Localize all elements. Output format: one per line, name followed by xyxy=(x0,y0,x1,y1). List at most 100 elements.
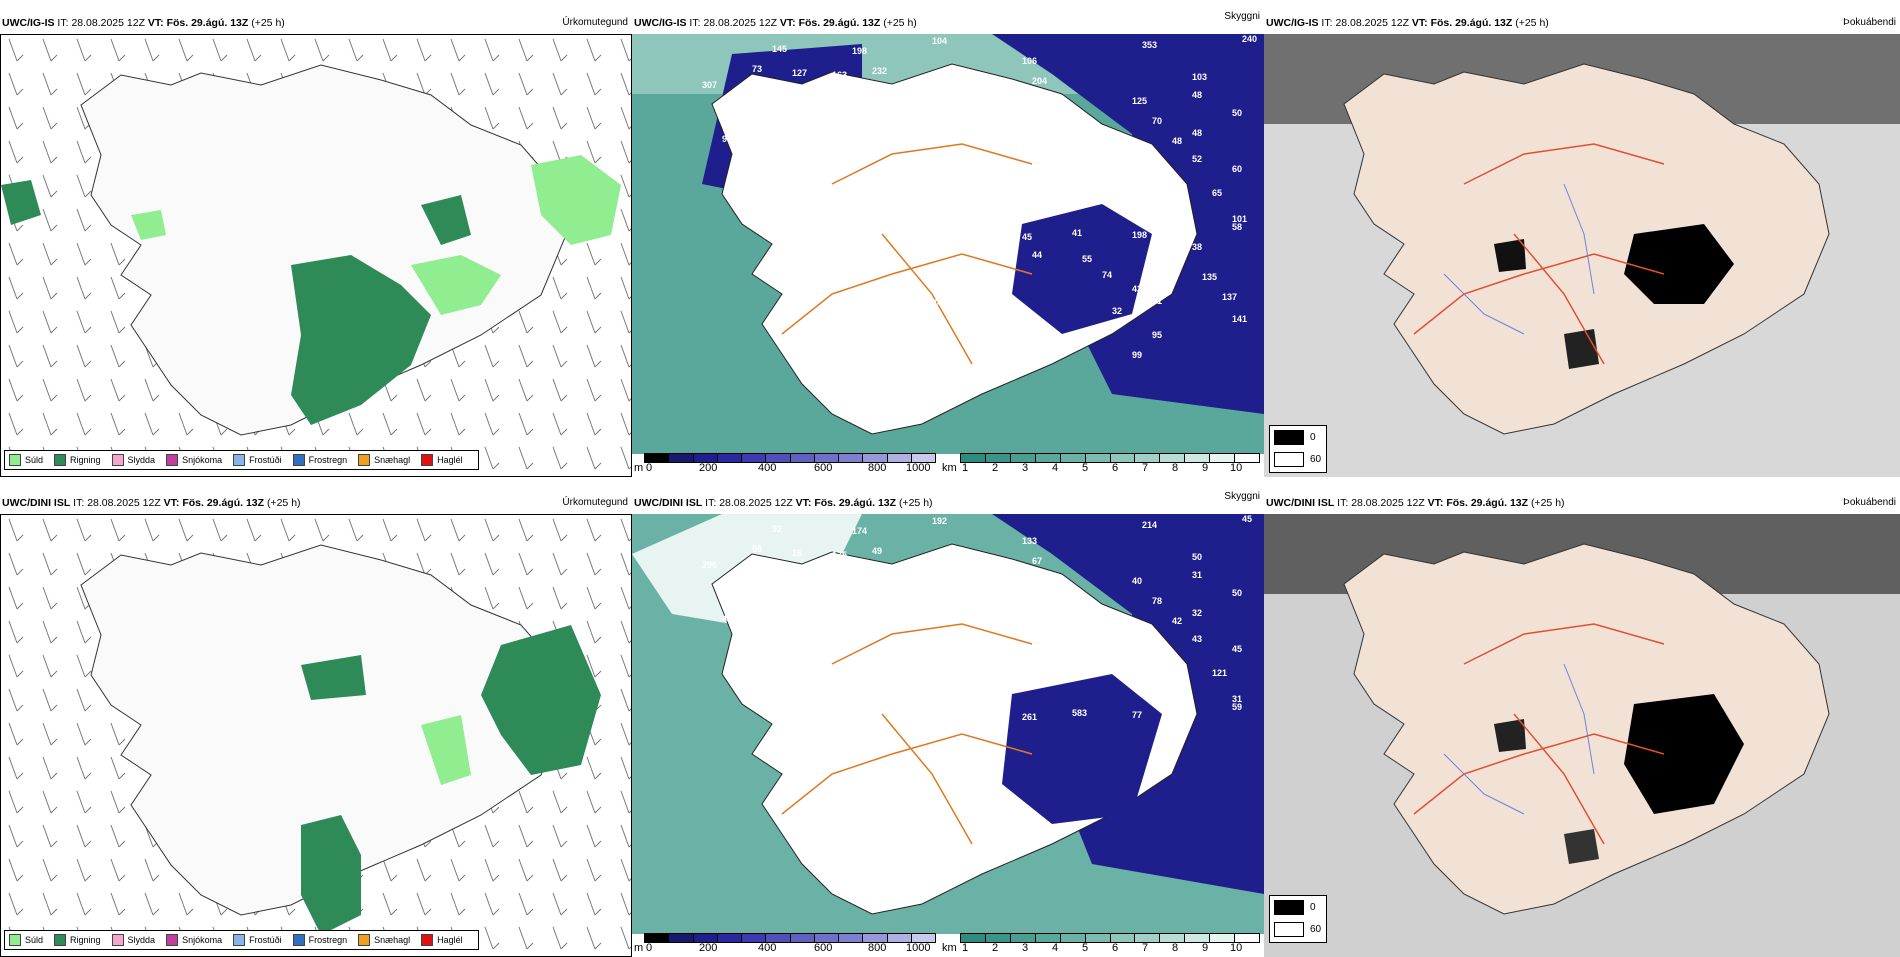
cloud-base-label: 240 xyxy=(1242,34,1258,44)
panel-header: UWC/IG-IS IT: 28.08.2025 12Z VT: Fös. 29… xyxy=(1264,12,1900,34)
cloud-base-label: 101 xyxy=(1232,214,1248,224)
cloud-base-label: 58 xyxy=(1232,222,1243,232)
cloud-base-label: 93 xyxy=(1082,630,1093,640)
cloud-base-label: 43 xyxy=(1192,634,1203,644)
low-cloud-east xyxy=(992,34,1264,414)
visibility-tick: 9 xyxy=(1202,462,1209,474)
precip-map: Súld Rigning Slydda Snjókoma Frostúði Fr… xyxy=(0,34,632,477)
cloud-base-labels-bottom: 92 174 192 133 214 45 59 16 175 49 67 50 296 48 53 31 50… xyxy=(632,514,1264,914)
legend-item-slydda: Slydda xyxy=(111,934,155,946)
cloud-base-label: 26 xyxy=(952,208,963,218)
cloud-base-tick: 800 xyxy=(868,942,887,954)
cloud-base-label: 106 xyxy=(1022,56,1038,66)
visibility-tick: 7 xyxy=(1142,462,1149,474)
drizzle-area-east xyxy=(531,155,621,245)
visibility-tick: 3 xyxy=(1022,942,1029,954)
cloud-base-label: 198 xyxy=(1132,230,1148,240)
legend-label: Súld xyxy=(25,935,44,945)
fog-core-langjokull xyxy=(1494,239,1526,272)
visibility-tick: 4 xyxy=(1052,462,1059,474)
cloud-base-label: 232 xyxy=(872,66,888,76)
visibility-tick: 6 xyxy=(1112,462,1119,474)
iceland-outline xyxy=(80,544,567,916)
cloud-base-label: 145 xyxy=(772,44,788,54)
cloud-base-label: 65 xyxy=(1212,188,1223,198)
precip-map-svg xyxy=(1,35,631,476)
cloud-base-label: 74 xyxy=(1102,270,1113,280)
visibility-tick: 8 xyxy=(1172,942,1179,954)
cloud-base-label: 55 xyxy=(1082,254,1093,264)
visibility-tick: 10 xyxy=(1230,942,1243,954)
field-name: Úrkomutegund xyxy=(562,497,628,508)
lead-time: (+25 h) xyxy=(266,497,301,509)
legend-label: Snjókoma xyxy=(182,935,223,945)
cloud-base-label: 33 xyxy=(962,334,973,344)
cloud-base-label: 31 xyxy=(1192,570,1203,580)
field-name: Skyggni xyxy=(1224,491,1260,502)
fog-legend: 0 60 xyxy=(1269,895,1327,943)
legend-label: Haglél xyxy=(437,935,463,945)
valid-time-prefix: VT: xyxy=(795,497,815,509)
legend-swatch xyxy=(9,934,21,946)
valid-time: Fös. 29.ágú. 13Z xyxy=(1430,17,1513,29)
iceland-outline xyxy=(711,543,1198,915)
precip-legend: Súld Rigning Slydda Snjókoma Frostúði Fr… xyxy=(4,450,479,470)
legend-item-frostregn: Frostregn xyxy=(292,454,347,466)
field-name: Úrkomutegund xyxy=(562,17,628,28)
cloud-base-label: 50 xyxy=(1232,108,1243,118)
legend-swatch xyxy=(233,934,246,946)
cloud-base-label: 40 xyxy=(1132,576,1143,586)
field-name: Þokuábendi xyxy=(1843,497,1896,508)
fog-legend-label: 0 xyxy=(1310,431,1316,443)
lead-time: (+25 h) xyxy=(883,17,917,29)
legend-swatch xyxy=(292,454,305,466)
cloud-base-label: 59 xyxy=(1232,702,1243,712)
model-name: UWC/DINI ISL xyxy=(2,497,71,509)
cloud-base-label: 104 xyxy=(932,36,948,46)
visibility-tick: 2 xyxy=(992,462,999,474)
cloud-base-label: 66 xyxy=(742,88,753,98)
cloud-base-label: 86 xyxy=(732,588,743,598)
legend-item-haglel: Haglél xyxy=(421,934,463,946)
init-time: 28.08.2025 12Z xyxy=(1351,497,1425,509)
legend-label: Frostregn xyxy=(308,935,348,945)
cloud-base-tick: 600 xyxy=(814,462,833,474)
cloud-base-label: 44 xyxy=(752,154,763,164)
cloud-base-label: 60 xyxy=(1232,164,1243,174)
cloud-base-label: 583 xyxy=(1072,708,1088,718)
model-name: UWC/IG-IS xyxy=(1266,17,1319,29)
low-cloud-southeast xyxy=(1012,204,1152,334)
cloud-base-tick: 1000 xyxy=(906,462,931,474)
cloud-base-label: 141 xyxy=(1232,314,1248,324)
legend-item-slydda: Slydda xyxy=(111,454,155,466)
cloud-base-label: 190 xyxy=(802,660,818,670)
cloud-base-label: 44 xyxy=(1032,250,1043,260)
panel-header: UWC/IG-IS IT: 28.08.2025 12Z VT: Fös. 29… xyxy=(632,11,1264,34)
cloud-base-label: 47 xyxy=(722,614,733,624)
legend-item-snaehagl: Snæhagl xyxy=(358,934,410,946)
legend-swatch xyxy=(358,934,371,946)
drizzle-area-mid xyxy=(411,255,501,315)
precip-legend: Súld Rigning Slydda Snjókoma Frostúði Fr… xyxy=(4,930,479,950)
visibility-bar xyxy=(960,933,1260,943)
rain-area-central xyxy=(301,655,366,700)
legend-label: Snæhagl xyxy=(374,455,411,465)
cloud-base-label: 52 xyxy=(1192,154,1203,164)
cloud-base-label: 39 xyxy=(802,180,813,190)
cloud-base-tick: 200 xyxy=(699,942,718,954)
legend-item-frostudi: Frostúði xyxy=(233,934,282,946)
cloud-base-tick: 400 xyxy=(758,942,777,954)
cloud-base-label: 353 xyxy=(1142,40,1158,50)
cloud-base-label: 59 xyxy=(752,544,763,554)
visibility-colorbar: km 1 2 3 4 5 6 7 8 9 10 xyxy=(942,453,1260,475)
fog-legend-swatch xyxy=(1274,429,1304,445)
visibility-tick: 5 xyxy=(1082,942,1089,954)
cloud-base-label: 70 xyxy=(1152,116,1163,126)
cloud-base-label: 67 xyxy=(1032,556,1043,566)
cloud-base-label: 50 xyxy=(1232,588,1243,598)
valid-time-prefix: VT: xyxy=(163,497,183,509)
cloud-base-label: 198 xyxy=(852,46,868,56)
valid-time: Fös. 29.ágú. 13Z xyxy=(798,17,881,29)
legend-swatch xyxy=(421,934,434,946)
cloud-base-label: 261 xyxy=(1022,712,1038,722)
